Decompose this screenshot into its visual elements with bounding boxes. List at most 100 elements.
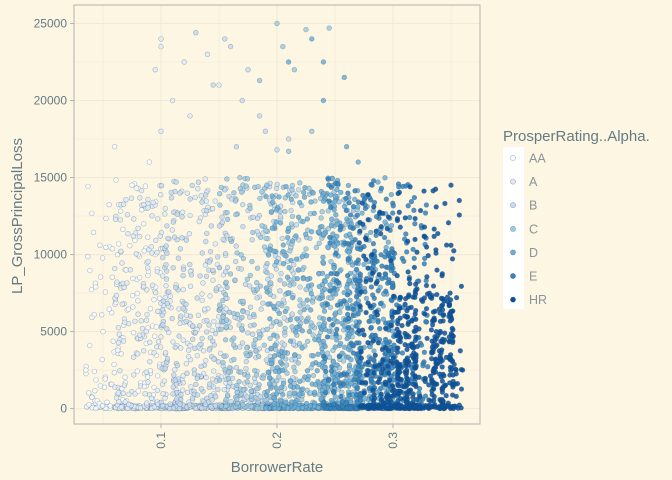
point-c <box>231 310 237 317</box>
point-c <box>303 26 309 33</box>
point-b <box>247 304 254 310</box>
point-d <box>282 350 288 356</box>
point-d <box>294 384 301 390</box>
point-a <box>210 277 216 283</box>
point-b <box>176 405 183 412</box>
point-b <box>204 230 210 237</box>
point-c <box>264 260 270 267</box>
point-a <box>115 340 122 346</box>
point-hr <box>439 271 445 277</box>
point-d <box>345 182 352 189</box>
point-hr <box>417 393 423 400</box>
point-d <box>277 359 284 365</box>
point-c <box>248 388 254 394</box>
point-hr <box>370 387 376 393</box>
point-b <box>233 258 239 265</box>
point-hr <box>370 338 376 344</box>
point-d <box>359 210 365 216</box>
point-d <box>299 345 305 351</box>
point-a <box>152 66 158 73</box>
point-d <box>304 276 311 282</box>
point-b <box>199 199 205 205</box>
point-aa <box>90 229 97 236</box>
point-d <box>297 199 303 206</box>
point-aa <box>85 183 91 190</box>
point-b <box>193 405 199 412</box>
point-hr <box>429 292 435 299</box>
point-c <box>218 403 225 409</box>
point-c <box>327 304 334 311</box>
point-b <box>158 183 165 189</box>
point-a <box>202 176 208 182</box>
point-b <box>211 356 217 362</box>
point-a <box>181 59 187 65</box>
point-e <box>412 221 418 227</box>
point-c <box>328 295 334 301</box>
point-b <box>243 358 250 365</box>
point-hr <box>375 340 382 346</box>
point-aa <box>134 290 141 297</box>
point-hr <box>372 352 378 358</box>
point-a <box>215 313 222 320</box>
point-d <box>275 351 281 358</box>
point-hr <box>440 398 446 404</box>
point-a <box>187 212 193 219</box>
point-d <box>331 236 337 242</box>
point-aa <box>140 221 147 227</box>
point-hr <box>402 296 409 302</box>
point-c <box>305 304 311 310</box>
point-e <box>368 324 374 331</box>
point-aa <box>87 267 93 274</box>
point-d <box>306 328 313 335</box>
point-c <box>309 128 315 135</box>
point-d <box>334 362 340 368</box>
point-d <box>280 391 286 398</box>
point-aa <box>89 210 95 217</box>
point-hr <box>405 376 411 382</box>
point-d <box>303 318 309 325</box>
point-hr <box>439 357 445 364</box>
point-e <box>383 288 389 294</box>
point-b <box>219 219 226 226</box>
point-b <box>190 336 196 342</box>
point-d <box>304 297 310 303</box>
point-c <box>231 335 237 341</box>
point-hr <box>435 230 441 237</box>
point-hr <box>405 321 411 328</box>
point-d <box>289 238 296 244</box>
point-a <box>199 291 205 297</box>
point-hr <box>397 363 403 369</box>
point-c <box>319 209 325 215</box>
point-hr <box>449 325 455 332</box>
point-d <box>316 229 322 235</box>
point-c <box>217 302 223 308</box>
point-e <box>373 214 380 220</box>
point-c <box>284 370 290 376</box>
point-a <box>162 350 169 356</box>
point-a <box>145 258 151 265</box>
point-b <box>195 179 202 185</box>
point-d <box>293 233 299 239</box>
point-b <box>177 190 183 196</box>
point-hr <box>369 251 375 258</box>
point-c <box>251 311 257 318</box>
point-e <box>346 392 352 398</box>
point-aa <box>108 381 115 387</box>
point-hr <box>412 236 418 243</box>
point-d <box>321 231 327 237</box>
point-b <box>206 259 213 265</box>
point-c <box>249 258 255 265</box>
point-d <box>266 381 273 387</box>
point-aa <box>86 390 92 396</box>
point-e <box>368 313 374 320</box>
point-hr <box>365 340 371 346</box>
legend-label-c: C <box>529 222 538 236</box>
point-hr <box>414 249 420 255</box>
point-hr <box>459 367 466 373</box>
point-e <box>355 311 361 317</box>
point-d <box>273 259 280 265</box>
point-b <box>278 270 284 277</box>
legend-key-a <box>510 178 516 185</box>
point-b <box>165 235 171 242</box>
